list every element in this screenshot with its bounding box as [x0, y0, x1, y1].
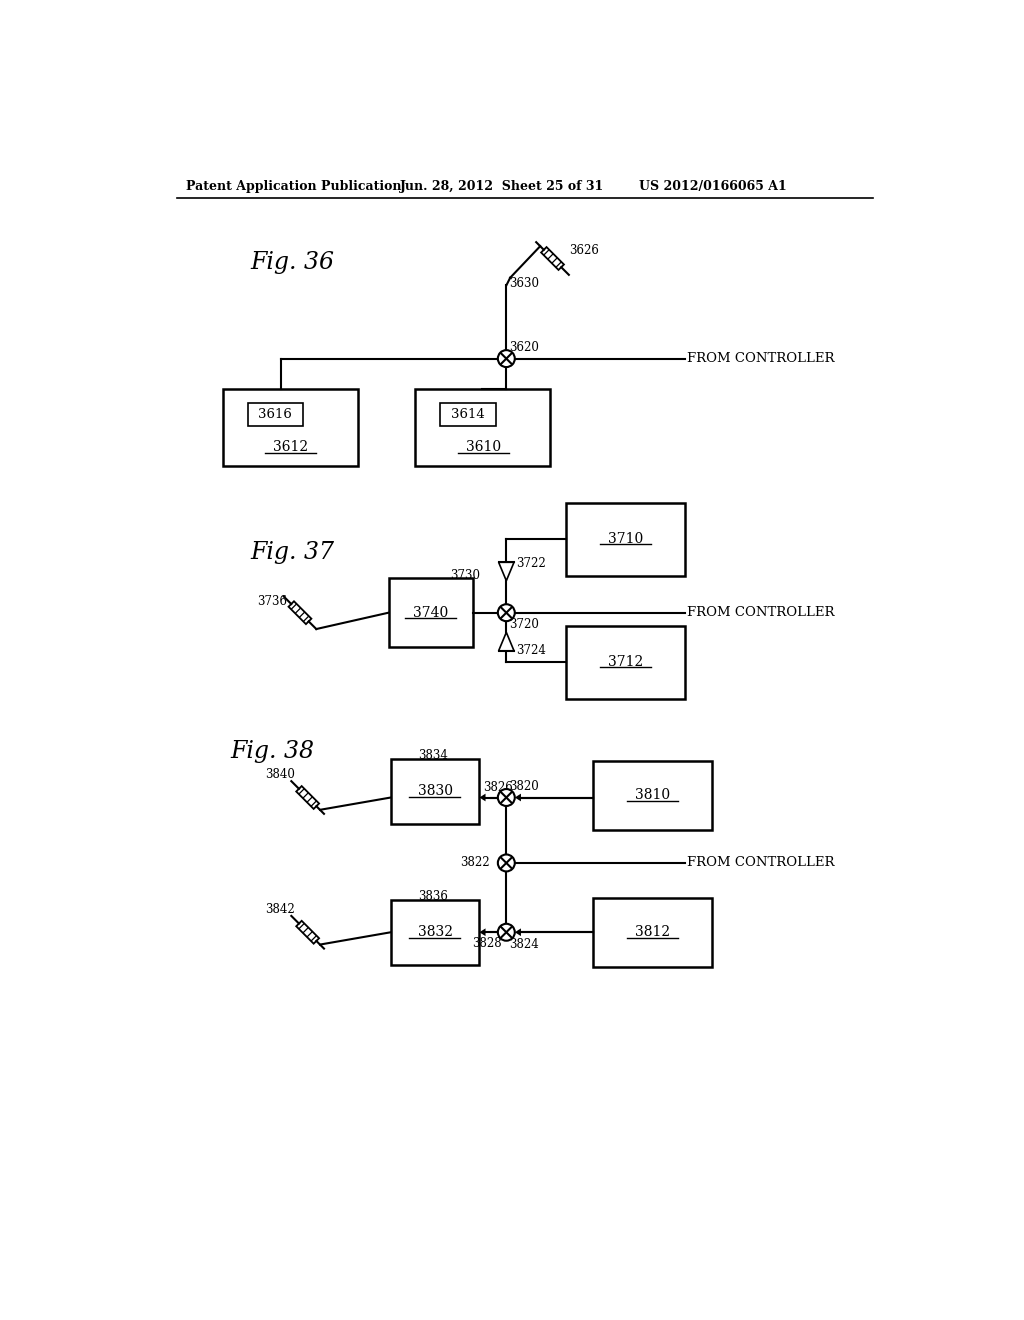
Text: 3610: 3610	[466, 440, 501, 454]
Polygon shape	[541, 247, 564, 269]
Polygon shape	[479, 928, 485, 936]
Text: 3824: 3824	[509, 939, 540, 952]
Text: US 2012/0166065 A1: US 2012/0166065 A1	[639, 181, 786, 194]
Bar	[565, 503, 685, 576]
Text: 3736: 3736	[258, 594, 288, 607]
Text: 3836: 3836	[418, 890, 447, 903]
Polygon shape	[296, 921, 319, 944]
Text: 3832: 3832	[418, 925, 453, 940]
Circle shape	[498, 854, 515, 871]
Text: 3834: 3834	[418, 748, 447, 762]
Text: 3810: 3810	[635, 788, 670, 803]
Text: 3710: 3710	[608, 532, 643, 545]
Text: FROM CONTROLLER: FROM CONTROLLER	[687, 352, 835, 366]
Bar	[248, 404, 303, 426]
Circle shape	[498, 924, 515, 941]
Text: Patent Application Publication: Patent Application Publication	[186, 181, 401, 194]
Bar	[440, 404, 496, 426]
Text: 3630: 3630	[509, 277, 540, 289]
Text: FROM CONTROLLER: FROM CONTROLLER	[687, 606, 835, 619]
Text: 3620: 3620	[509, 342, 540, 354]
Bar	[593, 760, 712, 830]
Polygon shape	[499, 632, 514, 651]
Text: 3840: 3840	[265, 768, 295, 781]
Circle shape	[498, 789, 515, 807]
Text: Jun. 28, 2012  Sheet 25 of 31: Jun. 28, 2012 Sheet 25 of 31	[400, 181, 604, 194]
Text: 3616: 3616	[258, 408, 292, 421]
Bar	[565, 626, 685, 700]
Text: 3820: 3820	[509, 780, 540, 793]
Bar	[391, 900, 479, 965]
Text: 3842: 3842	[265, 903, 295, 916]
Text: 3614: 3614	[451, 408, 484, 421]
Text: 3722: 3722	[516, 557, 546, 570]
Text: FROM CONTROLLER: FROM CONTROLLER	[687, 857, 835, 870]
Text: 3830: 3830	[418, 784, 453, 799]
Polygon shape	[289, 602, 311, 624]
Text: 3724: 3724	[516, 644, 546, 657]
Text: Fig. 36: Fig. 36	[250, 251, 334, 273]
Bar	[593, 898, 712, 966]
Bar	[416, 389, 550, 466]
Circle shape	[498, 350, 515, 367]
Polygon shape	[515, 793, 521, 801]
Text: 3828: 3828	[472, 937, 502, 950]
Text: 3822: 3822	[460, 857, 489, 870]
Text: Fig. 37: Fig. 37	[250, 541, 334, 564]
Text: 3712: 3712	[608, 655, 643, 669]
Text: 3730: 3730	[451, 569, 480, 582]
Text: 3812: 3812	[635, 925, 670, 940]
Text: 3612: 3612	[273, 440, 308, 454]
Circle shape	[498, 605, 515, 622]
Text: 3740: 3740	[414, 606, 449, 619]
Bar	[391, 759, 479, 825]
Bar	[223, 389, 357, 466]
Polygon shape	[515, 928, 521, 936]
Text: 3826: 3826	[483, 781, 513, 795]
Text: Fig. 38: Fig. 38	[230, 739, 314, 763]
Bar	[388, 578, 473, 647]
Text: 3720: 3720	[509, 618, 540, 631]
Polygon shape	[296, 787, 319, 809]
Text: 3626: 3626	[569, 244, 599, 257]
Polygon shape	[479, 793, 485, 801]
Polygon shape	[499, 562, 514, 581]
